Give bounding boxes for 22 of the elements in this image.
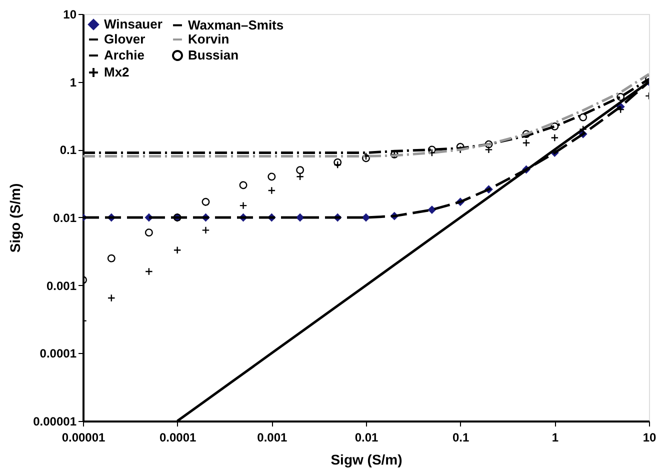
x-tick-label: 10: [642, 430, 656, 444]
x-tick-label: 0.0001: [159, 430, 197, 444]
x-tick-label: 0.001: [257, 430, 288, 444]
y-axis-title: Sigo (S/m): [7, 183, 24, 253]
x-tick-label: 0.01: [354, 430, 378, 444]
legend-label: Bussian: [188, 48, 239, 62]
y-tick-label: 0.001: [46, 278, 77, 293]
x-axis-title: Sigw (S/m): [330, 452, 402, 468]
legend-label: Winsauer: [104, 16, 162, 32]
y-tick-label: 0.1: [60, 143, 77, 158]
y-tick-label: 0.0001: [40, 346, 77, 361]
legend-label: Waxman–Smits: [188, 17, 284, 32]
legend-label: Korvin: [188, 32, 230, 46]
legend-label: Mx2: [104, 64, 130, 80]
y-tick-label: 10: [63, 8, 77, 22]
y-tick-label: 1: [70, 75, 77, 90]
legend-label: Glover: [104, 32, 146, 46]
x-tick-label: 0.1: [452, 430, 470, 444]
x-tick-label: 1: [552, 430, 559, 444]
legend-label: Archie: [104, 48, 144, 62]
y-tick-label: 0.01: [53, 211, 77, 225]
y-tick-label: 0.00001: [33, 414, 77, 428]
